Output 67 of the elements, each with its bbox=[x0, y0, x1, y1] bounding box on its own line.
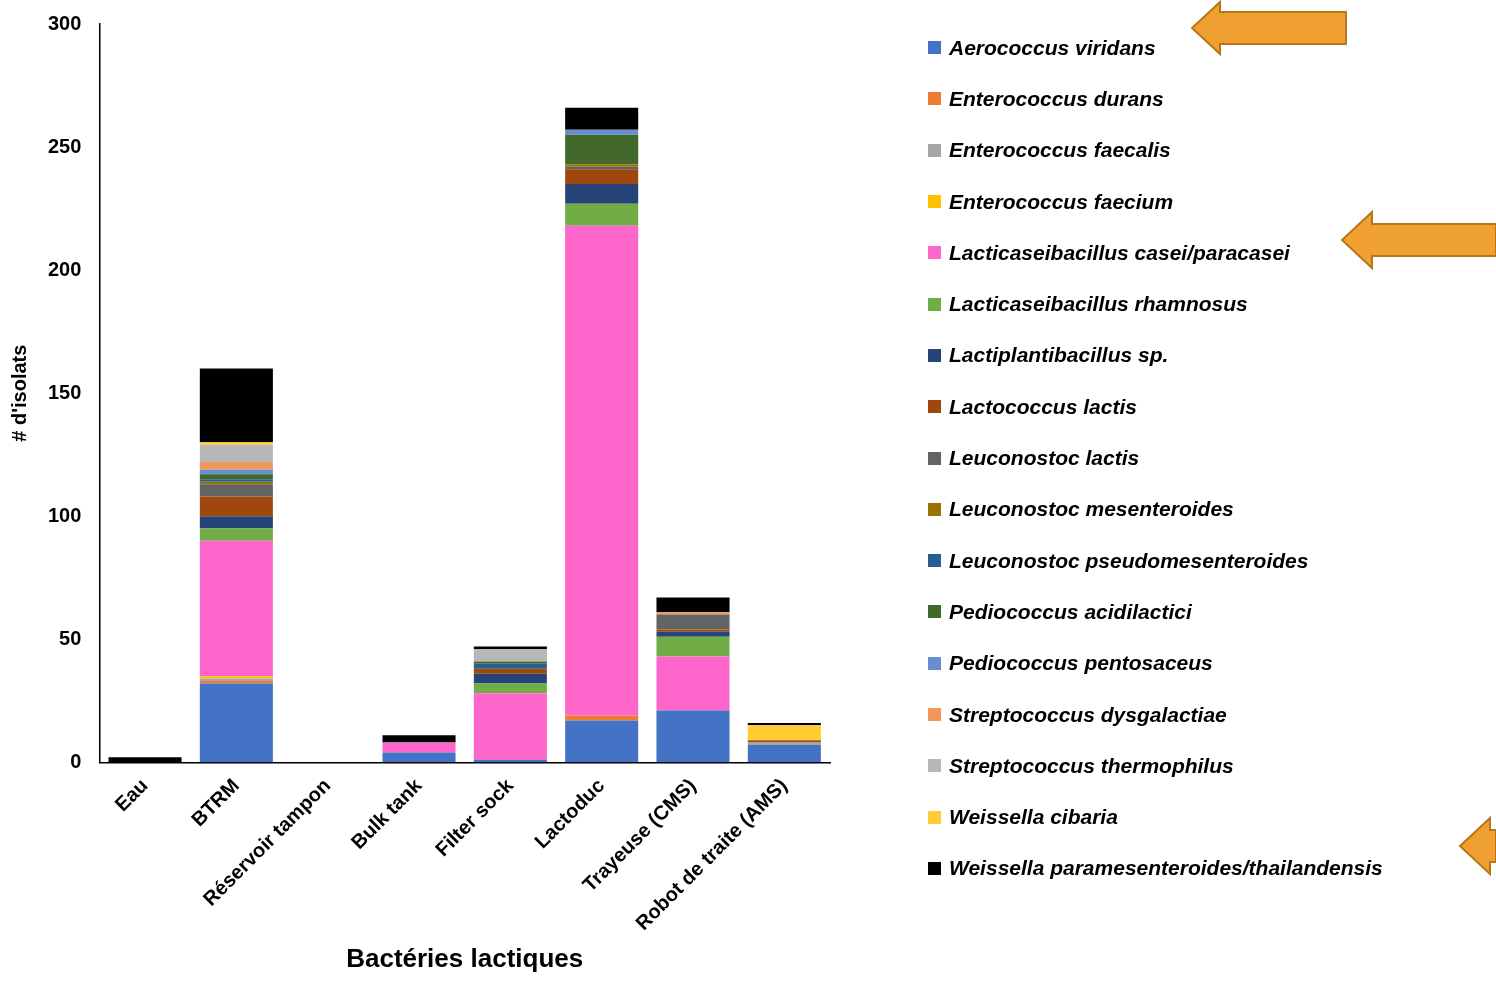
legend-label: Enterococcus faecalis bbox=[949, 138, 1171, 163]
bar bbox=[565, 169, 639, 184]
bar bbox=[473, 693, 547, 760]
bar bbox=[199, 540, 273, 677]
bar bbox=[473, 661, 547, 664]
bar bbox=[656, 614, 730, 630]
bar bbox=[473, 649, 547, 662]
legend-label: Weissella paramesenteroides/thailandensis bbox=[949, 856, 1383, 881]
bar bbox=[656, 612, 730, 615]
bar bbox=[473, 683, 547, 694]
bar bbox=[382, 752, 456, 763]
bar bbox=[565, 129, 639, 135]
y-tick-label: 250 bbox=[47, 134, 82, 157]
bar bbox=[199, 462, 273, 470]
y-tick-label: 50 bbox=[59, 626, 82, 649]
bar bbox=[199, 469, 273, 475]
bar bbox=[382, 742, 456, 753]
bar bbox=[747, 725, 821, 741]
x-axis-title: Bactéries lactiques bbox=[346, 942, 584, 973]
y-tick-label: 200 bbox=[47, 257, 82, 280]
y-axis-title: # d'isolats bbox=[7, 344, 30, 442]
bar bbox=[565, 107, 639, 130]
bar bbox=[747, 745, 821, 763]
legend-label: Enterococcus faecium bbox=[949, 189, 1174, 214]
legend-label: Pediococcus acidilactici bbox=[949, 599, 1192, 624]
legend-label: Lacticaseibacillus casei/paracasei bbox=[949, 240, 1290, 265]
legend-label: Pediococcus pentosaceus bbox=[949, 651, 1213, 676]
legend-label: Lactococcus lactis bbox=[949, 394, 1137, 419]
bar bbox=[473, 663, 547, 669]
bar bbox=[199, 474, 273, 480]
legend-label: Weissella cibaria bbox=[949, 805, 1118, 830]
bar bbox=[565, 225, 639, 716]
bar bbox=[473, 668, 547, 674]
bar bbox=[199, 496, 273, 517]
legend-label: Leuconostoc pseudomesenteroides bbox=[949, 548, 1309, 573]
bar bbox=[199, 442, 273, 445]
bar bbox=[656, 636, 730, 657]
bar bbox=[656, 656, 730, 711]
bar bbox=[656, 710, 730, 763]
bar bbox=[473, 673, 547, 684]
y-tick-label: 300 bbox=[47, 11, 82, 34]
bar bbox=[199, 444, 273, 463]
bar bbox=[199, 683, 273, 763]
bar bbox=[199, 484, 273, 497]
legend-label: Leuconostoc lactis bbox=[949, 446, 1140, 471]
legend-label: Leuconostoc mesenteroides bbox=[949, 497, 1234, 522]
legend-label: Lactiplantibacillus sp. bbox=[949, 343, 1169, 368]
y-tick-label: 100 bbox=[47, 503, 82, 526]
bar bbox=[565, 203, 639, 226]
bar bbox=[199, 368, 273, 443]
bar bbox=[656, 631, 730, 637]
bar bbox=[565, 183, 639, 204]
legend-label: Streptococcus dysgalactiae bbox=[949, 702, 1227, 727]
legend-label: Enterococcus durans bbox=[949, 86, 1164, 111]
bar bbox=[199, 516, 273, 529]
y-tick-label: 0 bbox=[70, 749, 82, 772]
legend-label: Aerococcus viridans bbox=[949, 35, 1156, 60]
x-tick-label: Eau bbox=[110, 773, 152, 816]
legend-label: Lacticaseibacillus rhamnosus bbox=[949, 292, 1248, 317]
bar bbox=[565, 720, 639, 763]
y-tick-label: 150 bbox=[47, 380, 82, 403]
bar bbox=[656, 597, 730, 613]
legend-label: Streptococcus thermophilus bbox=[949, 753, 1234, 778]
bar bbox=[382, 735, 456, 743]
bar bbox=[656, 629, 730, 632]
bar bbox=[565, 134, 639, 165]
bar bbox=[199, 528, 273, 541]
